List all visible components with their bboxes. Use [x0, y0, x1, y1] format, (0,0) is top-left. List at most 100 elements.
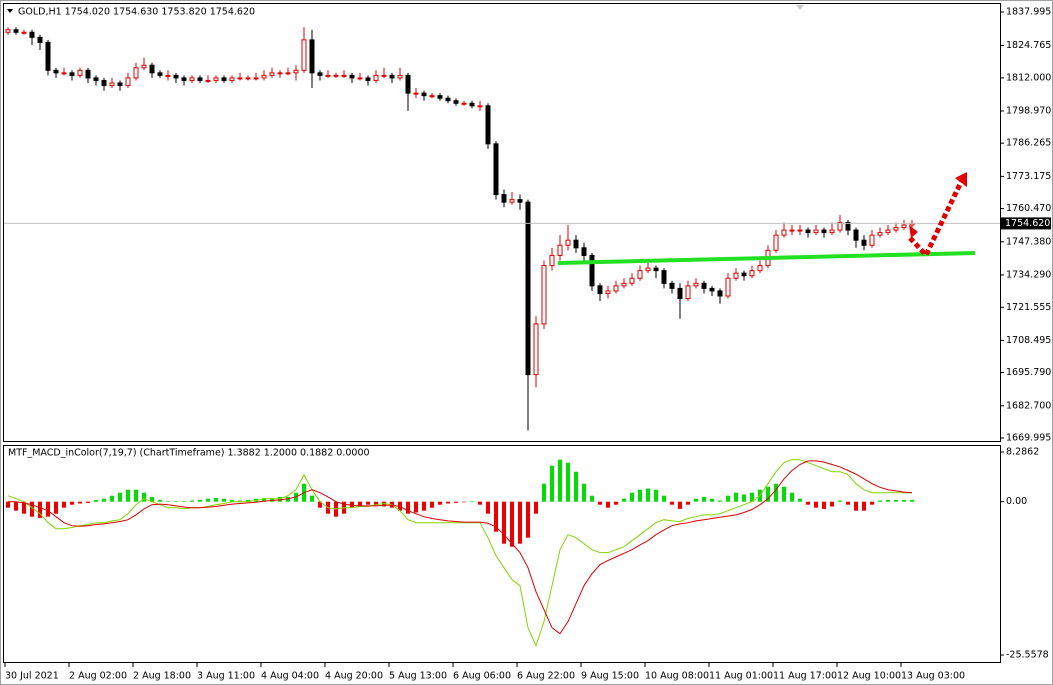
histogram-bar	[222, 498, 226, 502]
candle-body	[29, 31, 35, 38]
x-tick-label: 11 Aug 17:00	[773, 671, 837, 682]
x-tick-label: 13 Aug 03:00	[901, 671, 965, 682]
candle-body	[869, 234, 875, 246]
histogram-bar	[382, 501, 386, 507]
y-tick-label: 1798.970	[1006, 105, 1051, 116]
histogram-bar	[54, 501, 58, 514]
candle-body	[845, 221, 851, 231]
histogram-bar	[190, 500, 194, 502]
histogram-bar	[262, 498, 266, 502]
histogram-bar	[462, 501, 466, 503]
histogram-bar	[838, 500, 842, 502]
histogram-bar	[486, 501, 490, 514]
candle-body	[277, 72, 283, 75]
histogram-bar	[662, 495, 666, 502]
histogram-bar	[86, 501, 90, 503]
candle-body	[309, 39, 315, 74]
histogram-bar	[606, 501, 610, 508]
histogram-bar	[830, 501, 834, 507]
candle-body	[21, 31, 27, 34]
x-tick-label: 2 Aug 18:00	[133, 671, 191, 682]
candle-body	[413, 92, 419, 95]
candle-body	[533, 323, 539, 376]
histogram-bar	[422, 501, 426, 511]
candle-body	[805, 229, 811, 234]
histogram-bar	[726, 495, 730, 502]
candle-body	[509, 199, 515, 203]
histogram-bar	[286, 496, 290, 502]
candle-body	[117, 82, 123, 87]
histogram-bar	[558, 459, 562, 502]
candle-body	[725, 277, 731, 297]
candle-body	[677, 287, 683, 300]
candle-body	[853, 229, 859, 241]
y-tick-label: 1773.175	[1006, 171, 1051, 182]
histogram-bar	[630, 492, 634, 502]
histogram-bar	[438, 501, 442, 505]
histogram-bar	[902, 499, 906, 502]
candle-body	[669, 282, 675, 289]
x-tick-label: 6 Aug 06:00	[453, 671, 511, 682]
candle-body	[341, 74, 347, 77]
candle-body	[605, 290, 611, 294]
candle-body	[501, 194, 507, 203]
histogram-bar	[534, 501, 538, 514]
candle-body	[837, 221, 843, 231]
candle-body	[437, 95, 443, 99]
chart-title: GOLD,H1 1754.020 1754.630 1753.820 1754.…	[18, 7, 255, 18]
histogram-bar	[590, 495, 594, 502]
y-tick-label: 1837.995	[1006, 7, 1051, 18]
forecast-arrow-tail	[909, 225, 918, 238]
histogram-bar	[646, 488, 650, 502]
histogram-bar	[110, 495, 114, 502]
histogram-bar	[6, 501, 10, 508]
candle-body	[821, 229, 827, 234]
x-tick-label: 5 Aug 13:00	[389, 671, 447, 682]
candle-body	[565, 239, 571, 246]
histogram-bar	[790, 492, 794, 502]
candle-body	[461, 102, 467, 105]
histogram-bar	[542, 483, 546, 502]
histogram-bar	[374, 501, 378, 506]
y-tick-label: 1812.000	[1006, 72, 1051, 83]
candle-body	[549, 254, 555, 267]
candle-body	[245, 77, 251, 80]
histogram-bar	[598, 501, 602, 505]
histogram-bar	[174, 501, 178, 502]
signal-line	[8, 460, 913, 635]
candle-body	[653, 267, 659, 272]
x-tick-label: 11 Aug 01:00	[709, 671, 773, 682]
candle-body	[637, 270, 643, 279]
candle-body	[445, 97, 451, 102]
y-tick-label: 1747.380	[1006, 236, 1051, 247]
histogram-bar	[166, 501, 170, 502]
candle-body	[861, 239, 867, 246]
candle-body	[893, 227, 899, 231]
histogram-bar	[614, 501, 618, 505]
candle-body	[885, 229, 891, 234]
candle-body	[813, 229, 819, 234]
candle-body	[269, 72, 275, 76]
candle-body	[829, 229, 835, 234]
candle-body	[469, 102, 475, 107]
candle-body	[685, 285, 691, 300]
histogram-bar	[806, 501, 810, 505]
histogram-bar	[278, 496, 282, 502]
histogram-bar	[310, 495, 314, 502]
histogram-bar	[46, 501, 50, 517]
y-tick-label: 1721.555	[1006, 302, 1051, 313]
candle-body	[317, 72, 323, 76]
price-panel	[3, 3, 1001, 442]
histogram-bar	[118, 492, 122, 502]
candle-body	[557, 244, 563, 256]
histogram-bar	[126, 489, 130, 502]
candle-body	[661, 270, 667, 284]
candle-body	[221, 77, 227, 81]
candle-body	[877, 232, 883, 236]
histogram-bar	[694, 498, 698, 502]
candle-body	[613, 285, 619, 292]
candle-body	[517, 199, 523, 203]
histogram-bar	[814, 501, 818, 508]
macd-panel	[3, 445, 1001, 663]
